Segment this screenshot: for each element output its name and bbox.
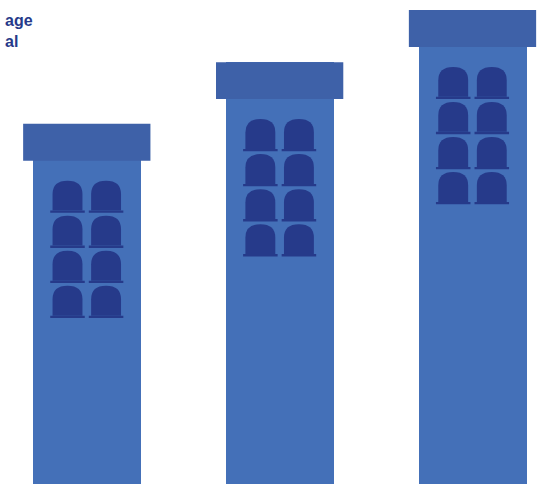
svg-text:ageal: ageal: [5, 12, 33, 50]
